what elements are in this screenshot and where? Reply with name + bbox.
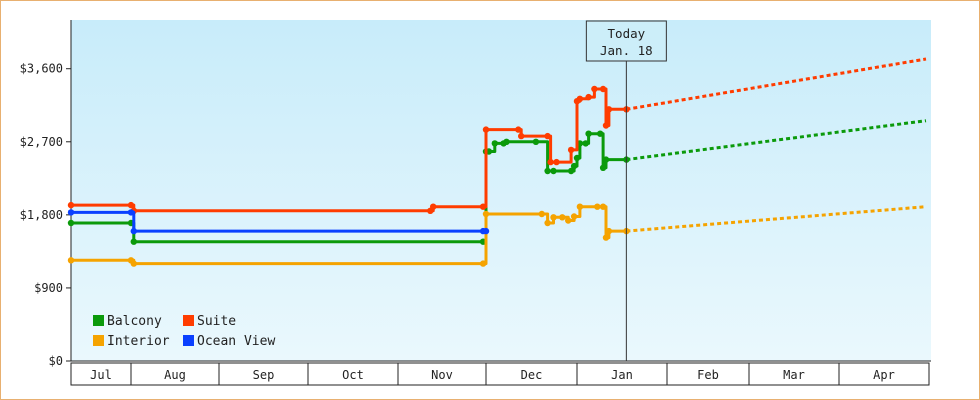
data-point: [538, 210, 545, 218]
data-point: [576, 95, 584, 103]
data-point: [503, 138, 510, 145]
data-point: [430, 203, 437, 210]
legend-item: Balcony: [93, 314, 162, 329]
series-interior: [67, 203, 927, 267]
legend-swatch: [183, 335, 194, 346]
data-point: [130, 238, 137, 245]
data-point: [585, 93, 592, 101]
y-axis-ticks: $0 $900 $1,800 $2,700 $3,600: [20, 62, 71, 368]
data-point: [570, 162, 578, 170]
legend-label: Suite: [197, 314, 236, 329]
data-point: [67, 257, 75, 264]
month-cell: [838, 362, 930, 386]
today-label: Today: [608, 26, 646, 41]
data-point: [544, 219, 551, 227]
data-point: [567, 146, 575, 154]
month-label: Sep: [253, 368, 275, 382]
month-label: Nov: [431, 368, 453, 382]
data-point: [482, 227, 490, 235]
month-label: Jan: [611, 368, 633, 382]
today-marker: Today Jan. 18: [585, 20, 667, 361]
data-point: [550, 214, 557, 221]
data-point: [567, 167, 575, 175]
data-point: [597, 130, 604, 137]
data-point: [67, 209, 75, 216]
legend-swatch: [93, 315, 104, 326]
month-label: Feb: [697, 368, 719, 382]
data-point: [479, 260, 487, 267]
data-point: [518, 132, 525, 140]
legend-item: Suite: [183, 314, 236, 329]
data-point: [565, 217, 572, 224]
data-point: [482, 126, 490, 133]
data-point: [127, 209, 135, 216]
month-label: Dec: [521, 368, 543, 382]
data-point: [599, 85, 607, 93]
data-point: [550, 167, 557, 175]
legend-swatch: [183, 315, 194, 326]
month-label: Aug: [164, 368, 186, 382]
data-point: [585, 130, 592, 137]
data-point: [127, 201, 135, 209]
data-point: [599, 164, 607, 171]
projection-line: [626, 57, 927, 111]
data-point: [573, 154, 581, 162]
y-tick-label: $3,600: [20, 62, 63, 76]
data-point: [544, 167, 551, 175]
plot-background: [71, 20, 931, 361]
data-point: [605, 106, 613, 113]
data-point: [605, 227, 613, 235]
today-date: Jan. 18: [600, 43, 653, 58]
legend-item: Ocean View: [183, 334, 275, 349]
series-suite: [67, 57, 927, 214]
legend-label: Balcony: [107, 314, 162, 329]
today-box: [585, 20, 667, 62]
data-point: [582, 140, 589, 147]
data-point: [576, 203, 584, 210]
month-label: Jul: [90, 368, 112, 382]
data-point: [547, 158, 554, 166]
data-point: [130, 227, 137, 235]
data-point: [602, 122, 610, 129]
legend-label: Ocean View: [197, 334, 275, 349]
projection-line: [626, 119, 927, 162]
projection-line: [626, 205, 927, 233]
data-point: [544, 132, 551, 140]
data-point: [594, 203, 601, 210]
axes: [70, 20, 931, 362]
series-ocean-view: [67, 209, 490, 235]
x-axis-months: Jul Aug Sep Oct Nov Dec Jan Feb Mar Apr: [70, 362, 930, 386]
data-point: [602, 234, 610, 241]
data-point: [599, 203, 607, 210]
data-point: [67, 219, 75, 227]
legend-label: Interior: [107, 334, 170, 349]
data-point: [602, 156, 610, 163]
data-point: [570, 213, 578, 220]
legend-swatch: [93, 335, 104, 346]
data-point: [553, 158, 560, 166]
y-tick-label: $2,700: [20, 135, 63, 149]
month-label: Apr: [873, 368, 895, 382]
month-label: Oct: [342, 368, 364, 382]
data-point: [67, 201, 75, 209]
series-lines: [67, 57, 927, 267]
y-tick-label: $1,800: [20, 208, 63, 222]
data-point: [532, 138, 540, 145]
data-point: [491, 140, 498, 147]
data-point: [482, 210, 490, 218]
y-tick-label: $0: [49, 354, 63, 368]
data-point: [559, 214, 566, 221]
data-point: [479, 203, 487, 210]
data-point: [591, 85, 598, 93]
data-point: [130, 260, 137, 267]
legend-item: Interior: [93, 334, 170, 349]
data-point: [515, 126, 522, 133]
legend: Balcony Suite Interior Ocean View: [93, 314, 275, 349]
y-tick-label: $900: [34, 281, 63, 295]
month-label: Mar: [783, 368, 805, 382]
